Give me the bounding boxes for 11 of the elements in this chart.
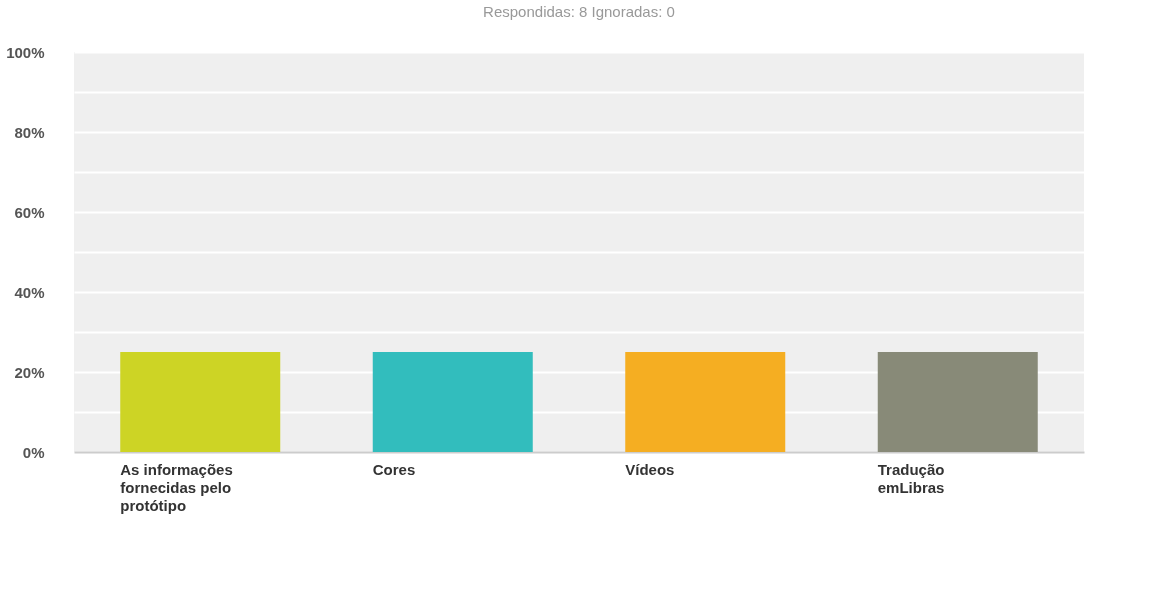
y-tick-label: 60% — [14, 203, 45, 221]
chart-title: Respondidas: 8 Ignoradas: 0 — [483, 3, 675, 20]
y-tick-label: 100% — [6, 43, 45, 61]
y-tick-label: 80% — [14, 123, 45, 141]
x-tick-label: Vídeos — [625, 460, 675, 478]
x-tick-label: Cores — [372, 460, 416, 478]
y-tick-label: 0% — [22, 443, 45, 461]
x-tick-label: As informações fornecidas pelo protótipo — [120, 460, 233, 514]
y-tick-label: 40% — [14, 283, 45, 301]
y-tick-label: 20% — [14, 363, 45, 381]
x-tick-label: Tradução emLibras — [877, 460, 945, 496]
